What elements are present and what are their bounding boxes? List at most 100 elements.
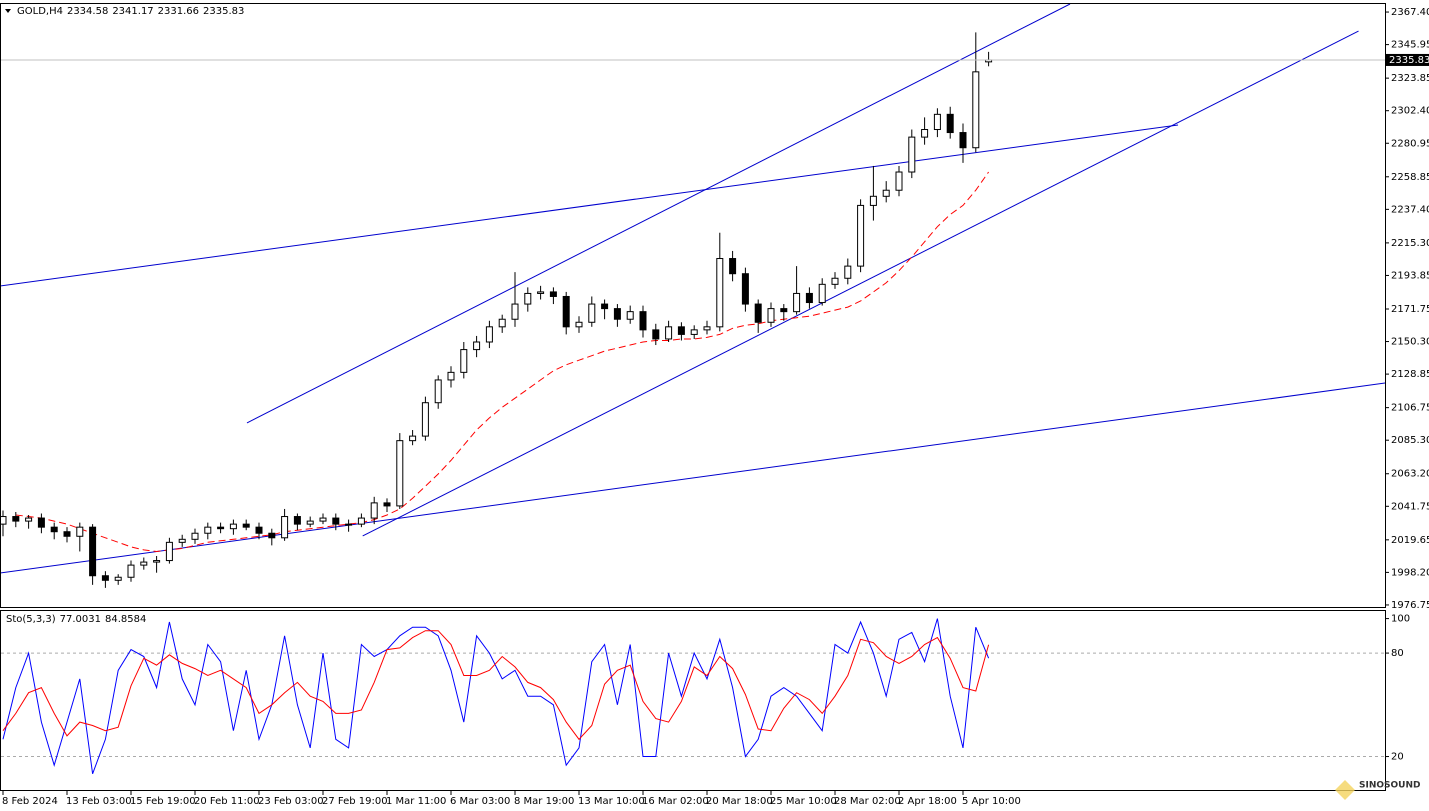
y-tick-label: 2345.95 [1391,40,1429,51]
candle-body [268,532,276,539]
y-tick-label: 100 [1391,614,1410,625]
candle-body [114,576,122,581]
indicator-value: 77.0031 [60,614,101,625]
symbol: GOLD,H4 [17,6,63,17]
x-tick-label: 2 Apr 18:00 [898,796,957,807]
x-tick-label: 8 Feb 2024 [2,796,58,807]
y-tick-label: 2367.40 [1391,7,1429,18]
axes: 1976.75 1998.20 2019.65 2041.75 2063.20 2085.… [2,6,1429,807]
x-tick-label: 5 Apr 10:00 [962,796,1021,807]
candle-body [25,517,33,522]
stochastic-line [2,630,990,741]
candle-body [396,440,404,507]
x-tick-label: 25 Mar 10:00 [770,796,837,807]
x-tick-label: 13 Mar 10:00 [578,796,645,807]
y-tick-label: 2258.85 [1391,172,1429,183]
candle-body [690,329,698,335]
x-tick-label: 1 Mar 11:00 [386,796,446,807]
y-tick-label: 2019.65 [1391,535,1429,546]
candle-body [677,326,685,335]
y-tick-label: 2041.75 [1391,501,1429,512]
y-tick-label: 80 [1391,648,1404,659]
y-tick-label: 2150.30 [1391,337,1429,348]
candle-body [524,292,532,305]
x-tick-label: 8 Mar 19:00 [514,796,574,807]
x-tick-label: 15 Feb 19:00 [130,796,196,807]
candle-body [933,113,941,131]
candle-body [882,189,890,197]
candle-body [729,258,737,275]
candle-body [319,517,327,522]
candle-body [1,516,7,525]
main-panel [0,3,1386,608]
ohlc-value: 2335.83 [203,6,244,17]
trendline [1,124,1179,287]
trendline [246,4,1071,424]
candle-body [652,329,660,340]
candle-body [485,326,493,343]
candle-body [63,531,71,537]
candle-body [767,308,775,323]
candle-body [370,502,378,519]
candle-body [89,526,97,577]
ohlc-value: 2331.66 [158,6,199,17]
candle-body [217,526,225,530]
candle-body [857,204,865,267]
stochastic-panel [0,610,1386,791]
candle-body [345,523,353,526]
candle-body [76,526,84,537]
main-plot [1,4,1385,588]
y-tick-label: 2171.75 [1391,304,1429,315]
candle-body [908,136,916,173]
y-tick-label: 2215.30 [1391,238,1429,249]
candle-body [434,379,442,404]
candle-body [306,520,314,525]
candle-body [101,575,109,581]
candle-body [293,516,301,525]
candle-body [626,311,634,320]
y-tick-label: 2323.85 [1391,73,1429,84]
candle-body [921,129,929,138]
candle-body [588,303,596,323]
y-tick-label: 2302.40 [1391,106,1429,117]
stochastic-line [2,618,990,774]
trendline [1,382,1385,574]
candle-body [972,71,980,149]
last-price-box [1386,53,1429,66]
x-tick-label: 16 Mar 02:00 [642,796,709,807]
candle-body [831,277,839,285]
candle-body [537,291,545,294]
candle-body [498,318,506,328]
y-tick-label: 1998.20 [1391,567,1429,578]
menu-arrow [5,9,11,13]
candle-body [357,517,365,525]
candle-body [639,311,647,331]
candle-body [127,564,135,578]
indicator-title: Sto(5,3,3) [6,614,56,625]
candle-body [153,560,161,563]
y-tick-label: 1976.75 [1391,600,1429,611]
candle-body [191,532,199,540]
candle-body [37,517,45,528]
candle-body [242,523,250,528]
candle-body [665,326,673,340]
watermark-logo [1335,780,1355,800]
candle-body [281,516,289,539]
candle-body [575,321,583,328]
candle-body [741,273,749,305]
last-price-label: 2335.83 [1389,55,1429,66]
moving-average [15,171,990,553]
candle-body [511,303,519,320]
candle-body [460,349,468,373]
candle-body [780,308,788,313]
candle-body [255,526,263,534]
candle-body [959,132,967,149]
candle-body [204,526,212,534]
x-tick-label: 6 Mar 03:00 [450,796,510,807]
candle-body [805,292,813,304]
candle-body [178,538,186,543]
candle-body [895,171,903,191]
y-tick-label: 2128.85 [1391,369,1429,380]
x-tick-label: 20 Feb 11:00 [194,796,260,807]
